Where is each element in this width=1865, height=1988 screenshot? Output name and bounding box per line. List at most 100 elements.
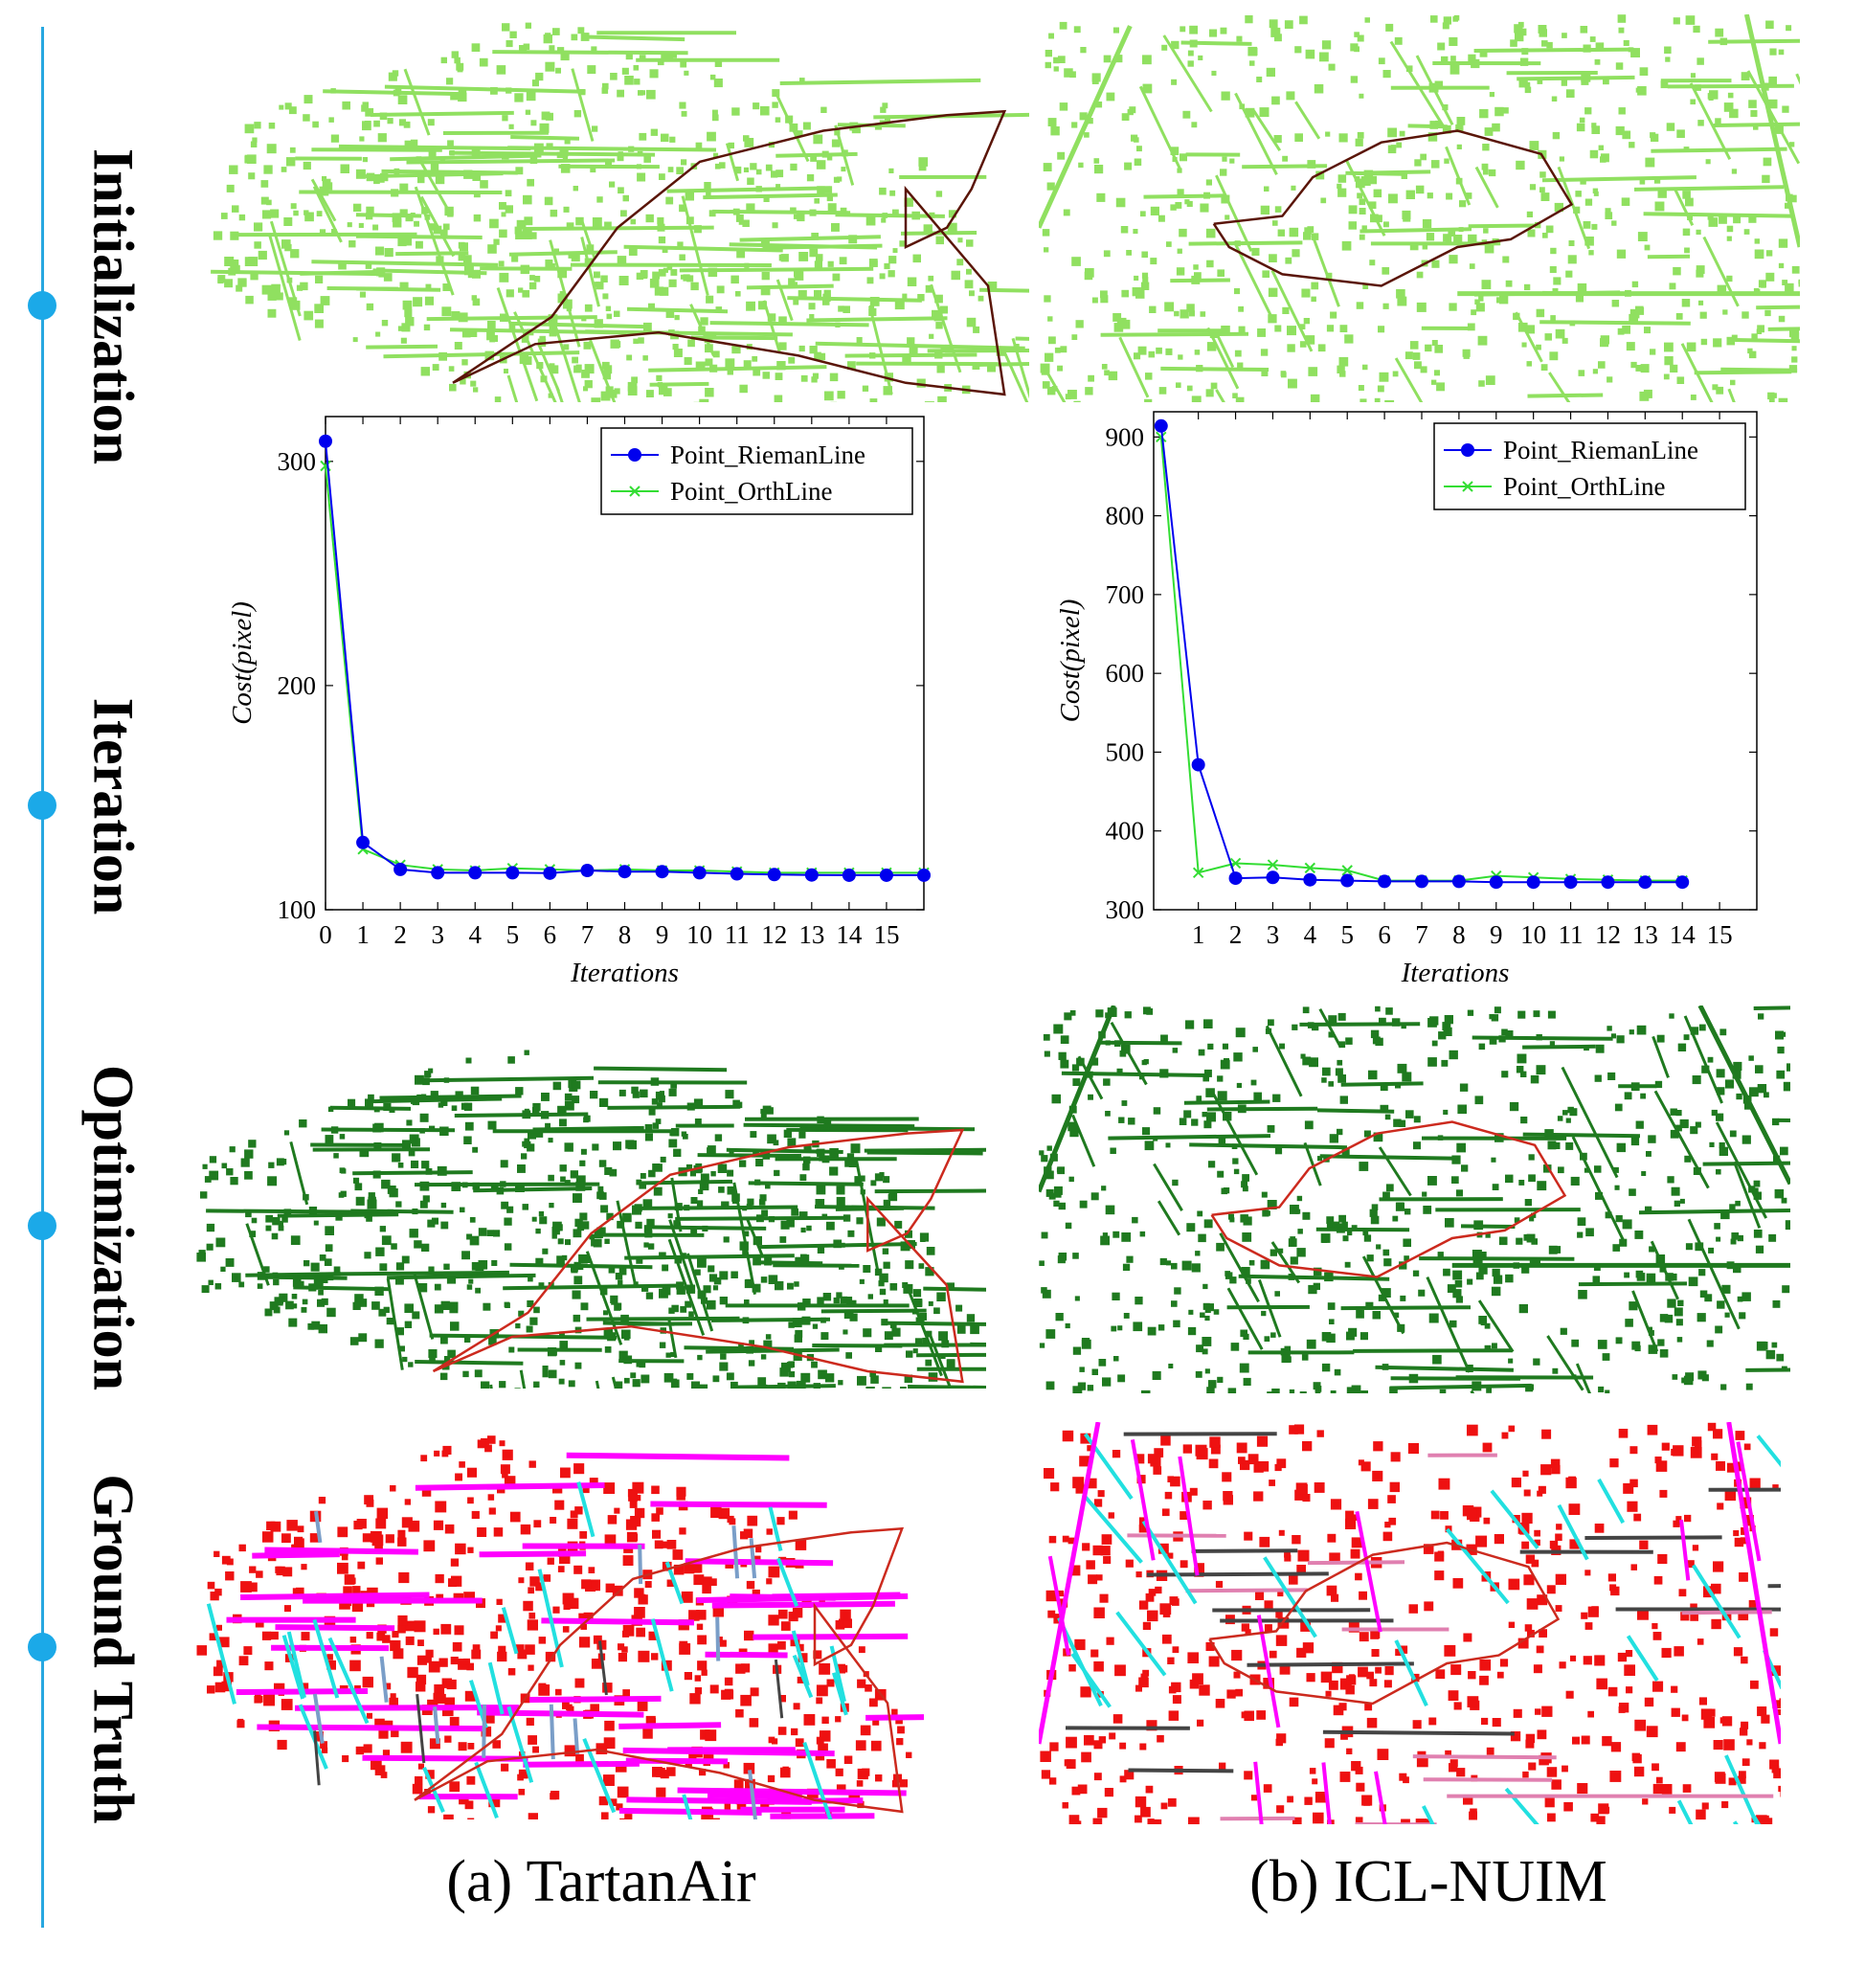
map-point	[614, 1507, 620, 1514]
map-point	[1196, 1344, 1203, 1353]
map-point	[645, 1292, 654, 1299]
map-point	[1602, 1735, 1612, 1747]
map-point	[937, 395, 947, 402]
map-point	[1713, 1429, 1723, 1439]
map-point	[421, 1243, 430, 1252]
map-point	[775, 1280, 784, 1291]
map-point	[662, 247, 668, 254]
map-point	[532, 1107, 540, 1115]
map-line	[448, 150, 656, 157]
map-line	[648, 365, 827, 373]
map-point	[1299, 324, 1306, 329]
map-line	[390, 153, 542, 162]
map-point	[951, 270, 960, 281]
map-point	[1289, 1697, 1299, 1707]
map-point	[1053, 56, 1060, 64]
map-point	[1768, 1233, 1777, 1242]
map-point	[578, 1613, 587, 1621]
map-line	[1445, 146, 1472, 206]
map-point	[573, 186, 578, 192]
map-point	[424, 296, 434, 305]
map-point	[1607, 1686, 1618, 1697]
map-point	[268, 123, 276, 129]
map-point	[768, 1275, 778, 1284]
map-point	[827, 260, 834, 267]
map-line	[1143, 193, 1226, 199]
map-point	[642, 1199, 653, 1209]
map-line	[1394, 1639, 1428, 1707]
map-point	[1139, 1743, 1147, 1751]
map-point	[1456, 1768, 1466, 1777]
map-line	[1473, 47, 1634, 53]
map-point	[1045, 352, 1054, 362]
map-point	[1167, 1797, 1177, 1807]
map-point	[1203, 1219, 1213, 1229]
map-point	[1200, 1312, 1205, 1318]
map-line	[1247, 1661, 1414, 1667]
map-point	[1341, 1221, 1348, 1229]
map-line	[1795, 73, 1800, 85]
map-point	[946, 1282, 955, 1291]
map-line	[1110, 1021, 1148, 1086]
map-line	[311, 260, 499, 267]
map-line	[1162, 34, 1213, 113]
data-point-riemanline	[692, 866, 707, 880]
map-point	[539, 1216, 548, 1225]
map-point	[1104, 370, 1110, 376]
map-point	[713, 79, 723, 88]
map-point	[793, 1351, 802, 1361]
map-point	[1773, 1768, 1781, 1779]
map-point	[1524, 86, 1532, 94]
map-point	[1312, 1023, 1319, 1031]
map-point	[670, 52, 677, 58]
map-point	[640, 1173, 646, 1179]
map-line	[1319, 1154, 1458, 1161]
map-point	[795, 1539, 807, 1550]
map-line	[1557, 166, 1591, 250]
map-point	[713, 152, 719, 158]
map-point	[1135, 1297, 1143, 1305]
map-point	[1351, 1385, 1361, 1393]
map-point	[1229, 158, 1235, 164]
map-point	[875, 1344, 883, 1352]
map-point	[548, 393, 553, 398]
map-point	[1550, 247, 1557, 255]
map-point	[263, 1266, 270, 1273]
map-point	[849, 1313, 858, 1322]
map-point	[529, 275, 535, 281]
map-point	[874, 1268, 883, 1276]
map-point	[1467, 1424, 1478, 1436]
map-point	[355, 169, 366, 179]
map-point	[1241, 1267, 1250, 1276]
map-line	[1389, 40, 1446, 128]
map-point	[768, 1643, 778, 1654]
map-point	[614, 310, 620, 317]
data-point-riemanline	[1154, 418, 1168, 433]
map-point	[359, 136, 365, 142]
map-point	[353, 1177, 360, 1184]
map-point	[567, 1706, 574, 1713]
map-point	[1337, 1059, 1343, 1066]
map-point	[1045, 1329, 1056, 1339]
map-point	[1651, 133, 1659, 142]
map-point	[1175, 202, 1182, 209]
map-point	[1723, 102, 1734, 112]
map-line	[1539, 320, 1691, 326]
map-point	[525, 22, 531, 29]
map-point	[610, 73, 618, 80]
map-line	[679, 266, 874, 273]
map-point	[865, 1684, 872, 1692]
map-point	[1147, 1819, 1155, 1824]
map-point	[201, 1285, 210, 1294]
map-line	[1575, 1363, 1591, 1393]
map-point	[1299, 15, 1308, 25]
map-point	[374, 1339, 384, 1348]
map-point	[794, 268, 802, 278]
map-point	[502, 1471, 508, 1479]
map-point	[1539, 1629, 1547, 1638]
map-line	[1694, 370, 1792, 375]
map-point	[477, 1527, 487, 1537]
map-point	[872, 1718, 880, 1726]
map-point	[440, 229, 448, 237]
map-point	[1363, 1798, 1371, 1806]
